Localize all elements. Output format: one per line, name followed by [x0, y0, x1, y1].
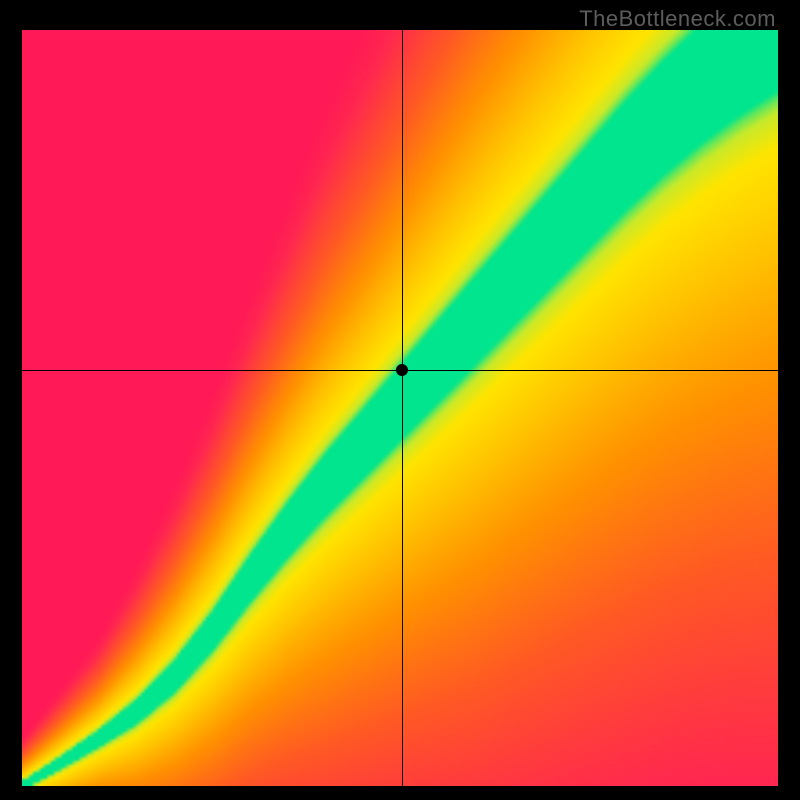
- heatmap-canvas: [22, 30, 778, 786]
- plot-frame: [22, 30, 778, 786]
- watermark-text: TheBottleneck.com: [579, 6, 776, 32]
- outer-frame: TheBottleneck.com: [0, 0, 800, 800]
